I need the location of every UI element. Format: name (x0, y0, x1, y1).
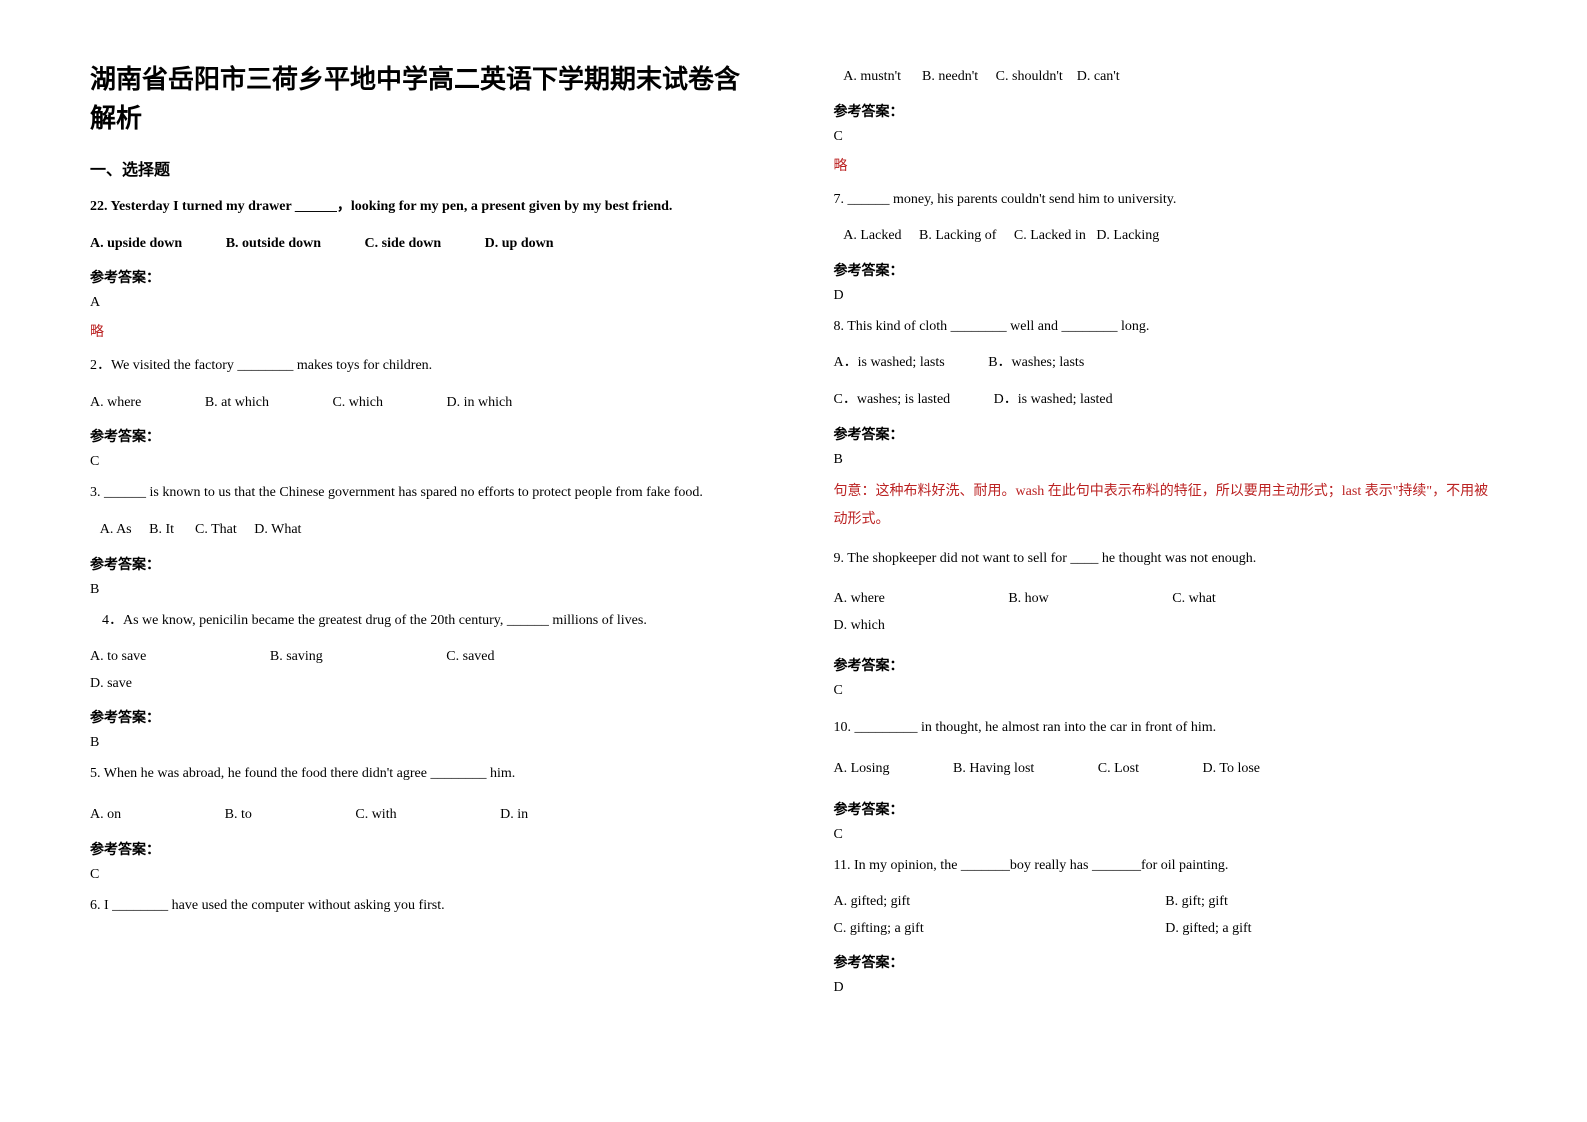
q22-options: A. upside down B. outside down C. side d… (90, 231, 754, 258)
left-column: 湖南省岳阳市三荷乡平地中学高二英语下学期期末试卷含解析 一、选择题 22. Ye… (70, 60, 794, 1082)
q5-optD: D. in (500, 802, 528, 829)
document-title: 湖南省岳阳市三荷乡平地中学高二英语下学期期末试卷含解析 (90, 60, 754, 138)
q10-options: A. Losing B. Having lost C. Lost D. To l… (834, 756, 1498, 783)
q11-text: 11. In my opinion, the _______boy really… (834, 853, 1498, 880)
q2-optC: C. which (332, 390, 383, 417)
q10-answer-label: 参考答案： (834, 799, 1498, 819)
q5-optC: C. with (355, 802, 396, 829)
q22-answer: A (90, 295, 754, 311)
q2-optD: D. in which (447, 390, 513, 417)
q11-optA: A. gifted; gift (834, 889, 1166, 916)
q6-answer-label: 参考答案： (834, 101, 1498, 121)
q9-optD: D. which (834, 613, 885, 640)
q22-text: 22. Yesterday I turned my drawer ______，… (90, 194, 754, 221)
q8-answer: B (834, 452, 1498, 468)
q9-optC: C. what (1172, 586, 1216, 613)
q6-note: 略 (834, 155, 1498, 175)
q22-optB: B. outside down (226, 231, 321, 258)
q3-answer: B (90, 582, 754, 598)
q2-optA: A. where (90, 390, 141, 417)
q5-options: A. on B. to C. with D. in (90, 802, 754, 829)
q10-answer: C (834, 827, 1498, 843)
q5-text: 5. When he was abroad, he found the food… (90, 761, 754, 788)
q11-optB: B. gift; gift (1165, 889, 1497, 916)
q9-optB: B. how (1008, 586, 1048, 613)
q22-answer-label: 参考答案： (90, 267, 754, 287)
q5-answer-label: 参考答案： (90, 839, 754, 859)
q5-optB: B. to (225, 802, 252, 829)
q22-note: 略 (90, 321, 754, 341)
q10-text: 10. _________ in thought, he almost ran … (834, 715, 1498, 742)
q2-text: 2．We visited the factory ________ makes … (90, 353, 754, 380)
q8-options-row2: C．washes; is lasted D．is washed; lasted (834, 387, 1498, 414)
q7-answer: D (834, 288, 1498, 304)
q2-optB: B. at which (205, 390, 269, 417)
q8-text: 8. This kind of cloth ________ well and … (834, 314, 1498, 341)
q3-text: 3. ______ is known to us that the Chines… (90, 480, 754, 507)
q2-answer: C (90, 454, 754, 470)
q10-optD: D. To lose (1203, 756, 1260, 783)
q4-optC: C. saved (446, 644, 494, 671)
q5-optA: A. on (90, 802, 121, 829)
q5-answer: C (90, 867, 754, 883)
q4-answer-label: 参考答案： (90, 707, 754, 727)
q6-options: A. mustn't B. needn't C. shouldn't D. ca… (834, 64, 1498, 91)
q9-answer: C (834, 683, 1498, 699)
q10-optB: B. Having lost (953, 756, 1034, 783)
q22-optD: D. up down (485, 231, 554, 258)
q4-options: A. to save B. saving C. saved D. save (90, 644, 754, 697)
q7-options: A. Lacked B. Lacking of C. Lacked in D. … (834, 223, 1498, 250)
q22-optA: A. upside down (90, 231, 182, 258)
q8-note: 句意：这种布料好洗、耐用。wash 在此句中表示布料的特征，所以要用主动形式；l… (834, 478, 1498, 534)
q11-options: A. gifted; gift B. gift; gift C. gifting… (834, 889, 1498, 942)
q3-answer-label: 参考答案： (90, 554, 754, 574)
q4-answer: B (90, 735, 754, 751)
q22-optC: C. side down (365, 231, 442, 258)
section-heading: 一、选择题 (90, 156, 754, 180)
q8-options-row1: A．is washed; lasts B．washes; lasts (834, 350, 1498, 377)
right-column: A. mustn't B. needn't C. shouldn't D. ca… (794, 60, 1518, 1082)
q9-answer-label: 参考答案： (834, 655, 1498, 675)
q4-text: 4．As we know, penicilin became the great… (90, 608, 754, 635)
q8-optA: A．is washed; lasts (834, 350, 945, 377)
q6-answer: C (834, 129, 1498, 145)
q2-answer-label: 参考答案： (90, 426, 754, 446)
q9-optA: A. where (834, 586, 885, 613)
q11-answer-label: 参考答案： (834, 952, 1498, 972)
q4-optB: B. saving (270, 644, 323, 671)
q4-optA: A. to save (90, 644, 146, 671)
q11-optC: C. gifting; a gift (834, 916, 1166, 943)
q10-optA: A. Losing (834, 756, 890, 783)
q7-text: 7. ______ money, his parents couldn't se… (834, 187, 1498, 214)
q6-text: 6. I ________ have used the computer wit… (90, 893, 754, 920)
q11-optD: D. gifted; a gift (1165, 916, 1497, 943)
q4-optD: D. save (90, 671, 132, 698)
q9-options: A. where B. how C. what D. which (834, 586, 1498, 639)
q7-answer-label: 参考答案： (834, 260, 1498, 280)
q9-text: 9. The shopkeeper did not want to sell f… (834, 546, 1498, 573)
q8-answer-label: 参考答案： (834, 424, 1498, 444)
q8-optC: C．washes; is lasted (834, 387, 951, 414)
q11-answer: D (834, 980, 1498, 996)
q8-optD: D．is washed; lasted (994, 387, 1113, 414)
q8-optB: B．washes; lasts (988, 350, 1084, 377)
q3-options: A. As B. It C. That D. What (90, 517, 754, 544)
q10-optC: C. Lost (1098, 756, 1139, 783)
q2-options: A. where B. at which C. which D. in whic… (90, 390, 754, 417)
